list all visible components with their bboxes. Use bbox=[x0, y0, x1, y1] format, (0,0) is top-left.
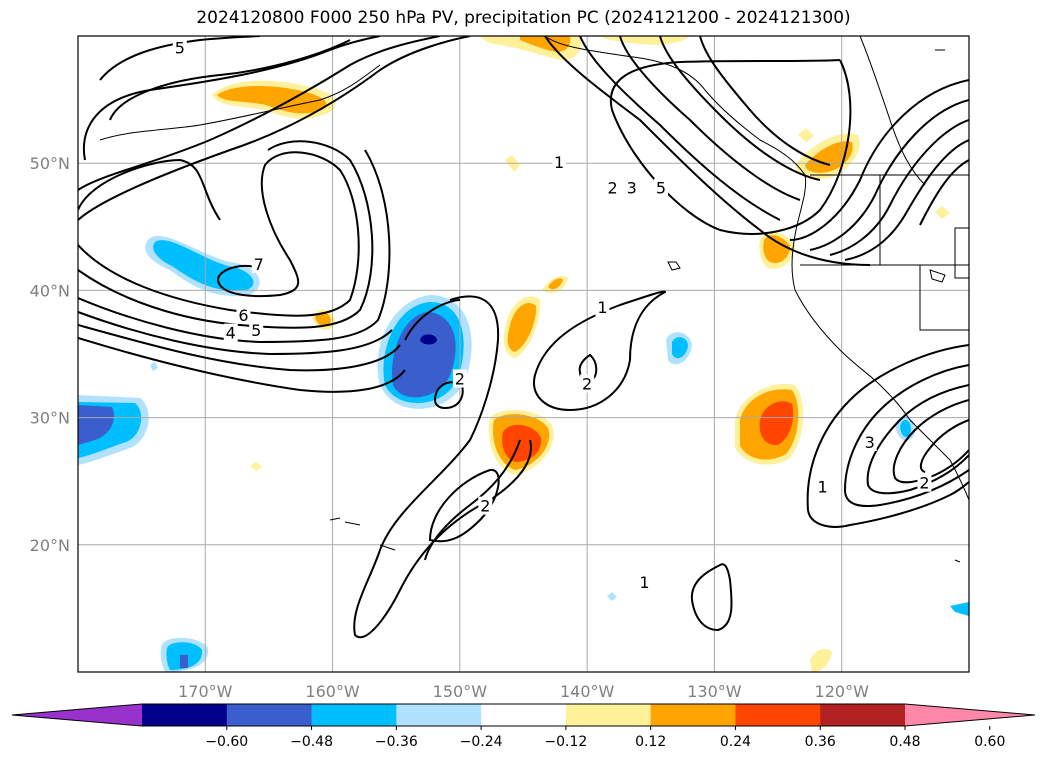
contour-label: 4 bbox=[226, 324, 236, 343]
contour-label: 1 bbox=[818, 478, 828, 497]
colorbar-segment bbox=[142, 704, 228, 726]
plot-frame bbox=[77, 35, 970, 673]
chart-title: 2024120800 F000 250 hPa PV, precipitatio… bbox=[196, 8, 851, 28]
precipitation-anomaly-shading bbox=[78, 36, 969, 672]
colorbar-tick-label: 0.36 bbox=[805, 734, 836, 750]
colorbar-segment bbox=[311, 704, 397, 726]
contour-label-bg bbox=[815, 477, 830, 496]
colorbar-tick-label: 0.48 bbox=[889, 734, 920, 750]
colorbar-tick-label: 0.24 bbox=[720, 734, 751, 750]
contour-label: 1 bbox=[554, 153, 564, 172]
lon-tick-label: 170°W bbox=[178, 682, 233, 701]
contour-label-bg bbox=[580, 374, 595, 393]
pv-contours bbox=[78, 36, 969, 639]
colorbar-tick-label: 0.12 bbox=[635, 734, 666, 750]
colorbar-tick-label: −0.60 bbox=[205, 734, 248, 750]
contour-label: 2 bbox=[582, 375, 592, 394]
contour-label-bg bbox=[236, 305, 251, 324]
colorbar-tick-label: −0.24 bbox=[460, 734, 503, 750]
lat-tick-label: 20°N bbox=[30, 536, 70, 555]
colorbar-segment bbox=[565, 704, 652, 726]
contour-label-bg bbox=[605, 178, 620, 197]
contour-label-bg bbox=[223, 323, 238, 342]
contour-label-bg bbox=[251, 254, 266, 273]
contour-label-bg bbox=[862, 433, 877, 452]
colorbar-outline bbox=[11, 703, 1036, 727]
contour-label: 2 bbox=[919, 474, 929, 493]
colorbar-segment bbox=[820, 704, 906, 726]
lon-tick-label: 120°W bbox=[815, 682, 870, 701]
colorbar-tick-label: 0.60 bbox=[974, 734, 1005, 750]
lat-tick-label: 50°N bbox=[30, 154, 70, 173]
colorbar-segment bbox=[481, 704, 567, 726]
contour-label: 3 bbox=[865, 433, 875, 452]
contour-label-bg bbox=[452, 369, 467, 388]
contour-label-bg bbox=[595, 298, 610, 317]
latitude-tick-labels: 20°N 30°N 40°N 50°N bbox=[30, 154, 70, 555]
contour-label: 5 bbox=[175, 39, 185, 58]
contour-label-bg bbox=[249, 321, 264, 340]
contour-label: 6 bbox=[238, 306, 248, 325]
colorbar-tick-label: −0.36 bbox=[375, 734, 418, 750]
contour-label-bg bbox=[172, 38, 187, 57]
contour-label-bg bbox=[624, 178, 639, 197]
contour-label-bg bbox=[552, 153, 567, 172]
longitude-tick-labels: 170°W 160°W 150°W 140°W 130°W 120°W bbox=[178, 682, 869, 701]
colorbar-segment bbox=[396, 704, 482, 726]
contour-label: 7 bbox=[254, 255, 264, 274]
colorbar-segment bbox=[650, 704, 736, 726]
colorbar-segment bbox=[226, 704, 313, 726]
colorbar-tick-label: −0.48 bbox=[290, 734, 333, 750]
colorbar: −0.60 −0.48 −0.36 −0.24 −0.12 0.12 0.24 0.36 0.4… bbox=[11, 703, 1036, 750]
lat-tick-label: 30°N bbox=[30, 409, 70, 428]
contour-label: 2 bbox=[608, 179, 618, 198]
lon-tick-label: 140°W bbox=[560, 682, 615, 701]
contour-label: 5 bbox=[656, 179, 666, 198]
colorbar-extend-low bbox=[12, 704, 142, 726]
lon-tick-label: 130°W bbox=[687, 682, 742, 701]
contour-label: 1 bbox=[639, 573, 649, 592]
contour-label-bg bbox=[917, 473, 932, 492]
colorbar-tick-label: −0.12 bbox=[544, 734, 587, 750]
contour-label-bg bbox=[637, 572, 652, 591]
contour-label: 3 bbox=[627, 179, 637, 198]
contour-label: 5 bbox=[251, 321, 261, 340]
lon-tick-label: 150°W bbox=[433, 682, 488, 701]
lat-tick-label: 40°N bbox=[30, 281, 70, 300]
map-grid bbox=[78, 36, 969, 672]
contour-label-bg bbox=[653, 178, 668, 197]
contour-label: 1 bbox=[597, 298, 607, 317]
contour-label: 2 bbox=[455, 369, 465, 388]
contour-label-bg bbox=[478, 496, 493, 515]
lon-tick-label: 160°W bbox=[305, 682, 360, 701]
colorbar-segment bbox=[735, 704, 821, 726]
contour-label: 2 bbox=[480, 497, 490, 516]
colorbar-extend-high bbox=[905, 704, 1035, 726]
